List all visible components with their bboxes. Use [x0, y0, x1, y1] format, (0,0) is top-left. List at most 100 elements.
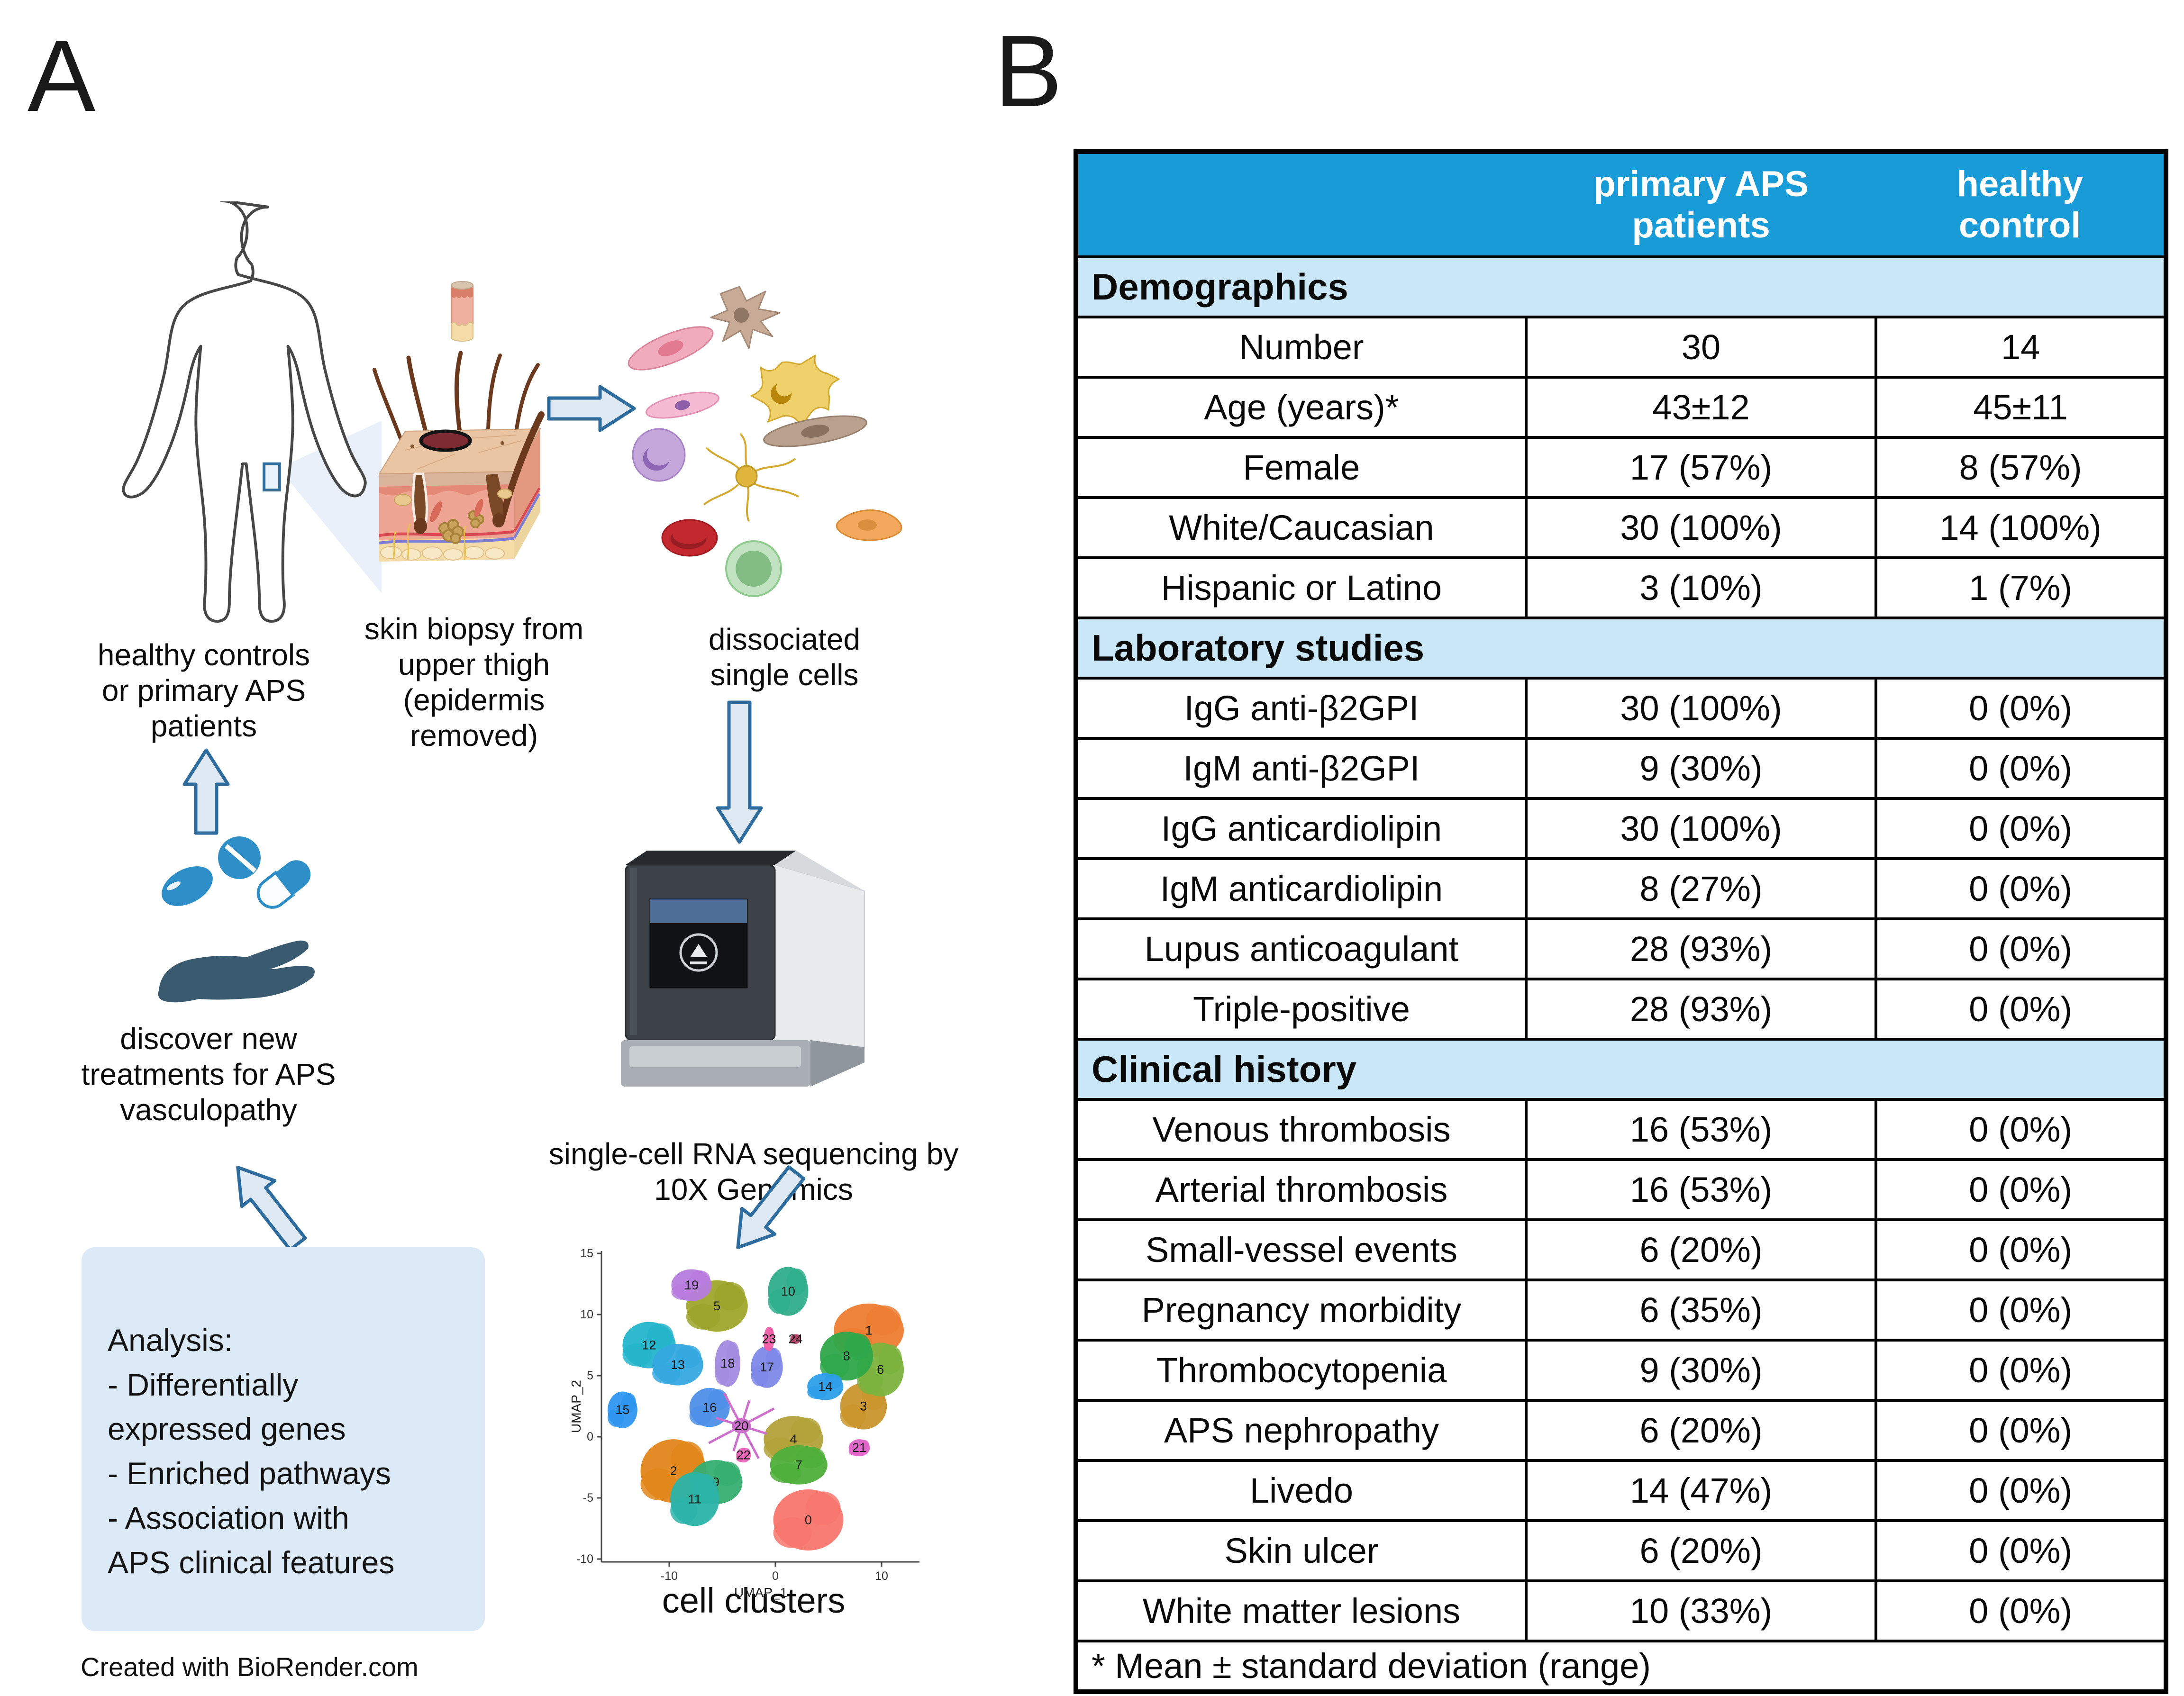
- umap-cluster-blob: [708, 1389, 728, 1411]
- cell-clusters-label: cell clusters: [662, 1581, 846, 1620]
- table-row: Thrombocytopenia 9 (30%) 0 (0%): [1074, 1339, 2167, 1402]
- row-label: Female: [1074, 436, 1528, 499]
- clinical-table: primary APS patients healthy control Demog…: [1074, 149, 2168, 1694]
- umap-cluster-number: 2: [670, 1464, 677, 1478]
- table-row: Small-vessel events 6 (20%) 0 (0%): [1074, 1218, 2167, 1281]
- umap-cluster-blob: [796, 1446, 825, 1469]
- umap-y-tick-label: 5: [587, 1369, 593, 1382]
- value-control: 0 (0%): [1875, 1098, 2167, 1161]
- row-label: Age (years)*: [1074, 376, 1528, 439]
- umap-cluster-blob: [743, 1448, 751, 1457]
- umap-cluster-number: 17: [760, 1360, 774, 1374]
- sebaceous-gland-icon: [394, 494, 412, 506]
- value-aps: 3 (10%): [1524, 556, 1878, 619]
- umap-cluster-blob: [671, 1284, 694, 1300]
- flow-arrow-treatment-to-patients: [182, 748, 230, 835]
- umap-cluster-blob: [824, 1374, 842, 1389]
- value-aps: 6 (20%): [1524, 1399, 1878, 1462]
- red-blood-cell-icon: [661, 519, 718, 557]
- umap-cluster-blob: [820, 1354, 849, 1379]
- umap-cluster-blob: [768, 1327, 774, 1341]
- umap-y-tick-label: 0: [587, 1430, 593, 1443]
- umap-cluster-number: 6: [877, 1362, 884, 1377]
- table-footnote-row: * Mean ± standard deviation (range): [1074, 1640, 2167, 1693]
- umap-xlabel: UMAP_1: [734, 1585, 787, 1600]
- umap-cluster-number: 14: [818, 1379, 832, 1394]
- sweat-gland-icon: [438, 510, 484, 544]
- table-row: Pregnancy morbidity 6 (35%) 0 (0%): [1074, 1279, 2167, 1342]
- umap-cluster-blob: [844, 1333, 871, 1360]
- eject-button-icon: [679, 933, 718, 972]
- umap-cluster-number: 22: [737, 1448, 751, 1462]
- credit-line: Created with BioRender.com: [81, 1652, 419, 1682]
- green-cell-icon: [725, 540, 782, 597]
- umap-cluster-number: 12: [642, 1338, 656, 1352]
- umap-cluster-blob: [652, 1363, 681, 1384]
- table-row: Triple-positive 28 (93%) 0 (0%): [1074, 978, 2167, 1041]
- umap-x-tick-label: 0: [772, 1569, 779, 1583]
- value-aps: 10 (33%): [1524, 1579, 1878, 1642]
- umap-cluster-blob: [736, 1454, 745, 1462]
- umap-cluster-blob: [646, 1323, 673, 1349]
- umap-y-tick-label: 10: [580, 1308, 593, 1321]
- oval-pill-icon: [162, 866, 213, 906]
- single-cells-icon: [628, 286, 902, 597]
- leukocyte-icon: [632, 428, 686, 482]
- umap-cluster-number: 10: [781, 1284, 795, 1298]
- patient-group-label: healthy controls or primary APS patients: [97, 638, 310, 743]
- section-header-row: Demographics: [1074, 255, 2167, 318]
- umap-cluster-blob: [751, 1365, 769, 1387]
- row-label: Venous thrombosis: [1074, 1098, 1528, 1161]
- row-label: Small-vessel events: [1074, 1218, 1528, 1281]
- analysis-box: Analysis: - Differentially expressed gen…: [82, 1247, 485, 1631]
- row-label: IgM anti-β2GPI: [1074, 737, 1528, 800]
- table-corner-cell: [1076, 150, 1526, 258]
- umap-y-tick-label: 15: [580, 1247, 593, 1260]
- flow-arrow-biopsy-to-cells: [547, 385, 636, 432]
- value-aps: 8 (27%): [1524, 857, 1878, 920]
- umap-cluster-number: 4: [790, 1432, 797, 1446]
- orange-cell-icon: [836, 509, 902, 541]
- column-header: primary APS patients: [1526, 150, 1876, 258]
- value-control: 0 (0%): [1875, 737, 2167, 800]
- capsule-icon: [256, 860, 311, 909]
- section-title: Laboratory studies: [1074, 617, 2167, 680]
- table-row: Arterial thrombosis 16 (53%) 0 (0%): [1074, 1158, 2167, 1221]
- table-row: IgG anticardiolipin 30 (100%) 0 (0%): [1074, 797, 2167, 860]
- umap-cluster-blob: [686, 1304, 720, 1330]
- umap-cluster-blob: [690, 1270, 710, 1288]
- table-row: Age (years)* 43±12 45±11: [1074, 376, 2167, 439]
- umap-cluster-blob: [768, 1289, 791, 1314]
- row-label: White matter lesions: [1074, 1579, 1528, 1642]
- row-label: IgM anticardiolipin: [1074, 857, 1528, 920]
- section-header-row: Clinical history: [1074, 1038, 2167, 1101]
- value-control: 1 (7%): [1875, 556, 2167, 619]
- umap-cluster-blob: [671, 1441, 704, 1477]
- value-control: 0 (0%): [1875, 917, 2167, 980]
- value-control: 0 (0%): [1875, 677, 2167, 740]
- table-footnote: * Mean ± standard deviation (range): [1074, 1640, 2167, 1693]
- clinical-table-wrapper: primary APS patients healthy control Demog…: [1074, 149, 2168, 1694]
- umap-cluster-number: 18: [720, 1356, 735, 1370]
- value-aps: 30 (100%): [1524, 496, 1878, 559]
- flow-arrow-analysis-to-treatment: [236, 1165, 307, 1252]
- value-aps: 6 (20%): [1524, 1519, 1878, 1582]
- fibroblast-icon: [628, 326, 714, 371]
- umap-y-tick-label: -5: [583, 1491, 593, 1505]
- umap-cluster-blob: [715, 1361, 729, 1385]
- punch-biopsy-tool-icon: [451, 281, 473, 342]
- table-row: Livedo 14 (47%) 0 (0%): [1074, 1459, 2167, 1522]
- row-label: Pregnancy morbidity: [1074, 1279, 1528, 1342]
- value-aps: 9 (30%): [1524, 737, 1878, 800]
- brown-fibroblast-icon: [763, 415, 867, 447]
- value-control: 0 (0%): [1875, 1218, 2167, 1281]
- umap-x-tick-label: -10: [661, 1569, 678, 1583]
- umap-cluster-number: 7: [795, 1458, 802, 1472]
- umap-cluster-blob: [773, 1517, 812, 1548]
- value-aps: 14 (47%): [1524, 1459, 1878, 1522]
- table-row: Lupus anticoagulant 28 (93%) 0 (0%): [1074, 917, 2167, 980]
- value-control: 0 (0%): [1875, 1339, 2167, 1402]
- table-row: IgG anti-β2GPI 30 (100%) 0 (0%): [1074, 677, 2167, 740]
